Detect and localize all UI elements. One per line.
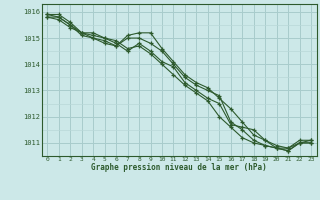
X-axis label: Graphe pression niveau de la mer (hPa): Graphe pression niveau de la mer (hPa) [91, 163, 267, 172]
